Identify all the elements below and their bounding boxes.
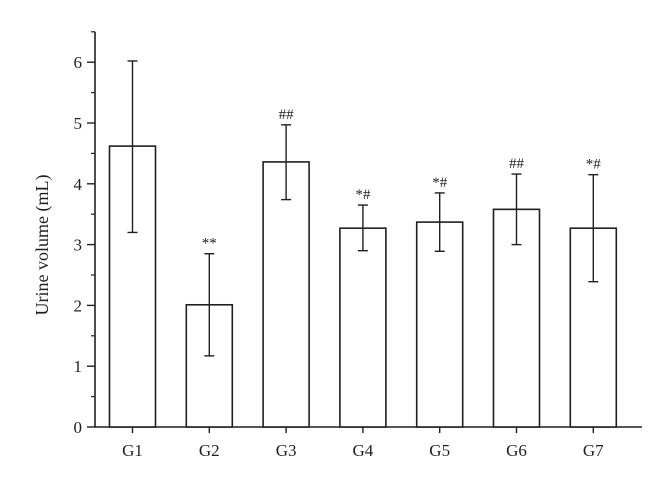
y-axis-label: Urine volume (mL) xyxy=(32,175,53,316)
y-tick-label-2: 2 xyxy=(74,296,83,315)
bar-G7 xyxy=(569,227,618,428)
significance-label-G3: ## xyxy=(279,107,295,123)
significance-label-G4: *# xyxy=(355,187,371,203)
bar-G3 xyxy=(262,161,310,428)
y-tick-label-4: 4 xyxy=(74,175,83,194)
y-tick-label-5: 5 xyxy=(74,114,83,133)
plot-area: 0 1 2 3 4 5 6 G1 ** G2 ## G3 *# G4 *# G5 ## G6 *# G7 xyxy=(74,31,642,460)
x-tick-label-G3: G3 xyxy=(276,441,297,460)
significance-label-G5: *# xyxy=(432,175,448,191)
x-tick-label-G2: G2 xyxy=(199,441,220,460)
x-tick-label-G1: G1 xyxy=(122,441,143,460)
bar-G4 xyxy=(339,227,387,428)
y-tick-label-1: 1 xyxy=(74,357,83,376)
y-tick-label-0: 0 xyxy=(74,418,83,437)
bar-G5 xyxy=(415,221,464,428)
x-tick-label-G6: G6 xyxy=(506,441,527,460)
significance-label-G7: *# xyxy=(586,157,602,173)
significance-label-G2: ** xyxy=(202,236,217,252)
x-tick-label-G4: G4 xyxy=(353,441,374,460)
significance-label-G6: ## xyxy=(509,156,525,172)
y-tick-label-6: 6 xyxy=(74,53,83,72)
x-tick-label-G7: G7 xyxy=(583,441,604,460)
y-tick-label-3: 3 xyxy=(74,236,83,255)
x-tick-label-G5: G5 xyxy=(429,441,450,460)
